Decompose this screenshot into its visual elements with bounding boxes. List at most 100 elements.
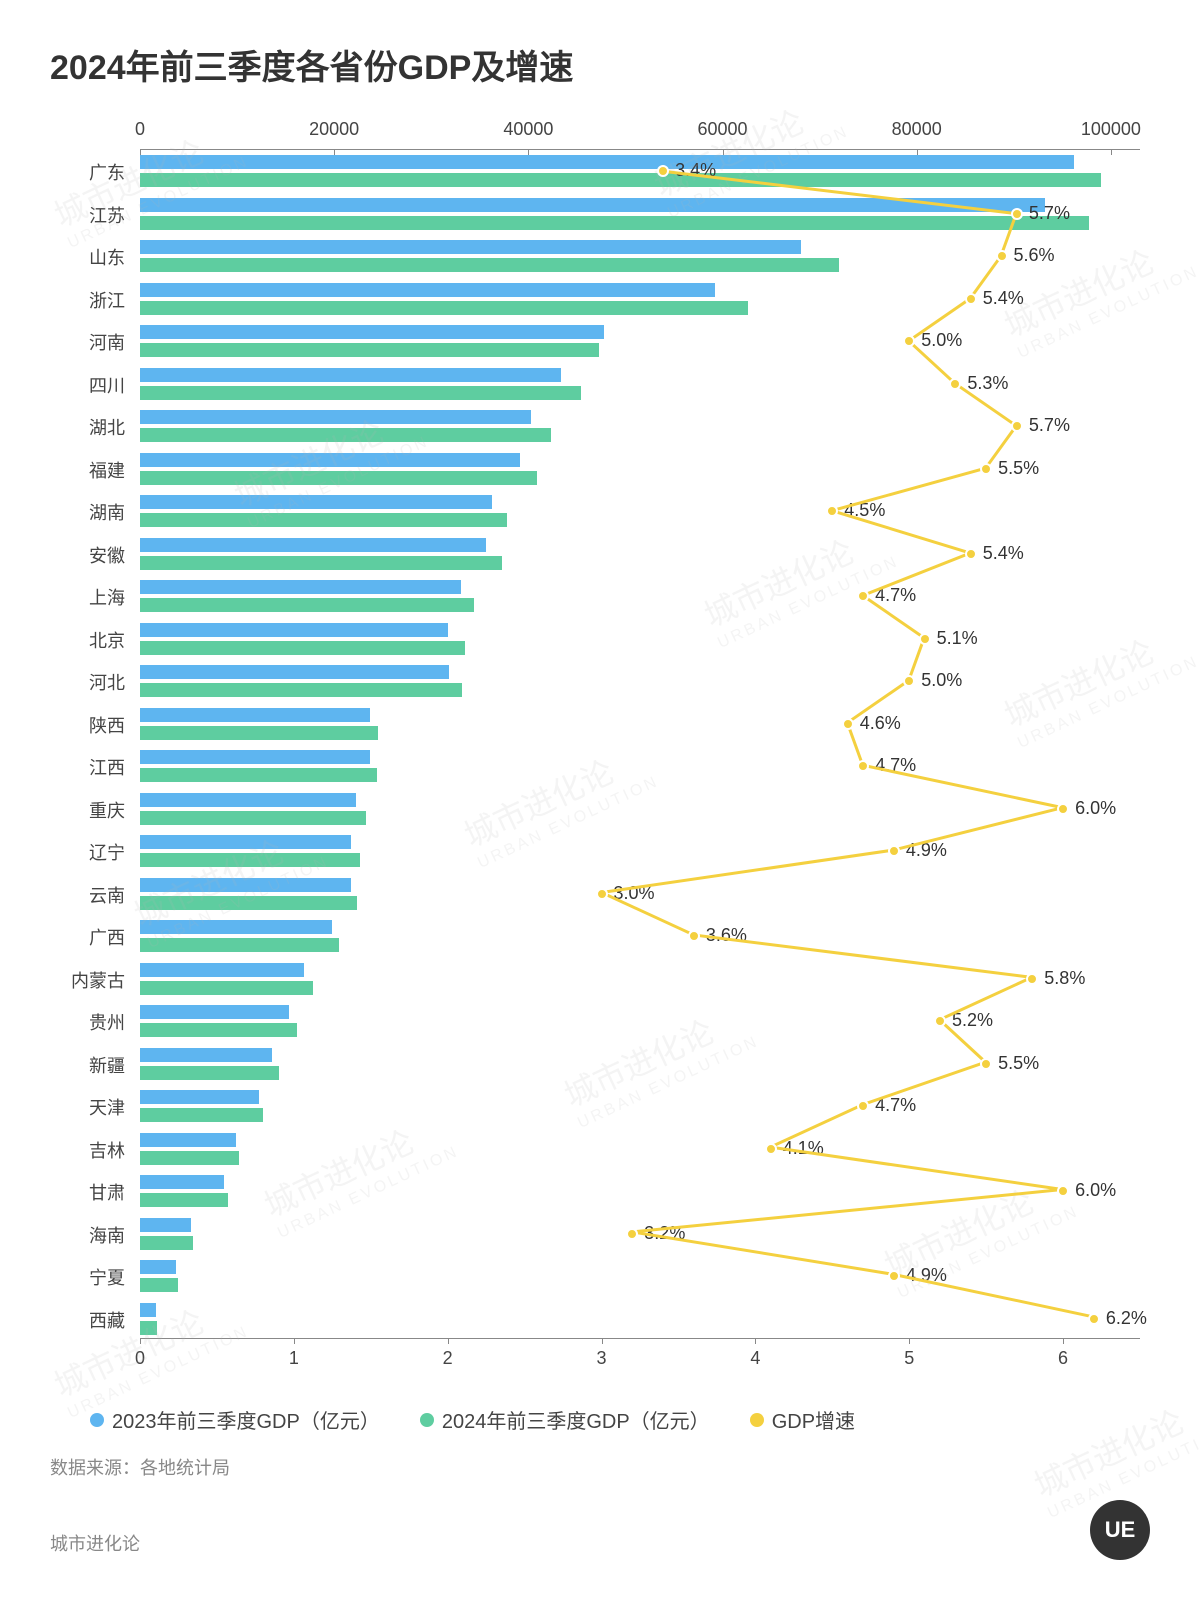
legend-swatch-growth: [750, 1413, 764, 1427]
bar-2023: [140, 495, 492, 509]
bar-2023: [140, 878, 351, 892]
growth-label: 5.2%: [952, 1010, 993, 1031]
bar-2024: [140, 1236, 193, 1250]
growth-marker: [903, 675, 915, 687]
bar-2024: [140, 811, 366, 825]
growth-polyline: [602, 171, 1093, 1317]
bar-2023: [140, 1090, 259, 1104]
province-label: 河北: [89, 669, 125, 695]
province-label: 内蒙古: [71, 967, 125, 993]
growth-marker: [857, 760, 869, 772]
bar-2023: [140, 963, 304, 977]
province-label: 福建: [89, 457, 125, 483]
growth-label: 4.9%: [906, 1265, 947, 1286]
growth-label: 5.5%: [998, 458, 1039, 479]
bar-2023: [140, 368, 561, 382]
growth-marker: [1011, 420, 1023, 432]
bar-2023: [140, 1175, 224, 1189]
bar-2024: [140, 301, 748, 315]
growth-marker: [842, 718, 854, 730]
legend-item-growth: GDP增速: [750, 1405, 855, 1434]
province-label: 湖北: [89, 414, 125, 440]
province-label: 湖南: [89, 499, 125, 525]
bar-2023: [140, 793, 356, 807]
growth-label: 6.0%: [1075, 1180, 1116, 1201]
top-x-axis: 020000400006000080000100000: [140, 119, 1140, 149]
growth-marker: [765, 1143, 777, 1155]
province-label: 江苏: [89, 202, 125, 228]
bar-2024: [140, 981, 313, 995]
growth-label: 3.4%: [675, 160, 716, 181]
growth-marker: [934, 1015, 946, 1027]
top-axis-tick-label: 60000: [697, 119, 747, 140]
growth-label: 6.2%: [1106, 1308, 1147, 1329]
growth-marker: [919, 633, 931, 645]
bar-2023: [140, 1048, 272, 1062]
bar-2024: [140, 938, 339, 952]
growth-label: 3.6%: [706, 925, 747, 946]
province-label: 广西: [89, 924, 125, 950]
province-label: 山东: [89, 244, 125, 270]
growth-marker: [596, 888, 608, 900]
province-label: 新疆: [89, 1052, 125, 1078]
bottom-axis-tick-label: 0: [135, 1348, 145, 1369]
province-label: 北京: [89, 627, 125, 653]
legend-swatch-2024: [420, 1413, 434, 1427]
bar-2024: [140, 598, 474, 612]
bar-2023: [140, 538, 486, 552]
province-label: 上海: [89, 584, 125, 610]
bottom-axis-tick-label: 5: [904, 1348, 914, 1369]
bar-2024: [140, 428, 551, 442]
bar-2023: [140, 410, 531, 424]
bar-2024: [140, 386, 581, 400]
province-label: 宁夏: [89, 1264, 125, 1290]
bar-2024: [140, 896, 357, 910]
growth-marker: [1057, 1185, 1069, 1197]
bottom-axis-tick-label: 6: [1058, 1348, 1068, 1369]
growth-label: 4.1%: [783, 1138, 824, 1159]
province-label: 海南: [89, 1222, 125, 1248]
brand-logo: UE: [1090, 1500, 1150, 1560]
bar-2023: [140, 623, 448, 637]
growth-label: 5.1%: [937, 628, 978, 649]
bar-2024: [140, 1193, 228, 1207]
province-label: 辽宁: [89, 839, 125, 865]
growth-label: 5.6%: [1014, 245, 1055, 266]
top-axis-tick-label: 40000: [503, 119, 553, 140]
bar-2023: [140, 580, 461, 594]
province-label: 广东: [89, 159, 125, 185]
growth-marker: [626, 1228, 638, 1240]
bar-2024: [140, 641, 465, 655]
chart-title: 2024年前三季度各省份GDP及增速: [50, 40, 1150, 89]
growth-marker: [888, 1270, 900, 1282]
province-label: 陕西: [89, 712, 125, 738]
bar-2024: [140, 556, 502, 570]
growth-marker: [857, 1100, 869, 1112]
bar-2023: [140, 240, 801, 254]
province-label: 甘肃: [89, 1179, 125, 1205]
growth-label: 4.6%: [860, 713, 901, 734]
province-label: 西藏: [89, 1307, 125, 1333]
bar-2023: [140, 920, 332, 934]
bar-2023: [140, 1303, 156, 1317]
province-label: 贵州: [89, 1009, 125, 1035]
growth-marker: [657, 165, 669, 177]
province-label: 安徽: [89, 542, 125, 568]
legend-item-2023: 2023年前三季度GDP（亿元）: [90, 1405, 380, 1434]
legend: 2023年前三季度GDP（亿元） 2024年前三季度GDP（亿元） GDP增速: [50, 1405, 1150, 1434]
growth-marker: [965, 548, 977, 560]
growth-marker: [857, 590, 869, 602]
legend-label-2024: 2024年前三季度GDP（亿元）: [442, 1405, 710, 1434]
growth-marker: [888, 845, 900, 857]
bottom-axis-tick-label: 3: [597, 1348, 607, 1369]
bar-2023: [140, 155, 1074, 169]
growth-marker: [965, 293, 977, 305]
province-label: 江西: [89, 754, 125, 780]
bar-2024: [140, 1151, 239, 1165]
plot-area: 广东3.4%江苏5.7%山东5.6%浙江5.4%河南5.0%四川5.3%湖北5.…: [140, 149, 1140, 1339]
bar-2024: [140, 1066, 279, 1080]
growth-label: 4.5%: [844, 500, 885, 521]
bar-2023: [140, 198, 1045, 212]
bottom-axis-tick-label: 1: [289, 1348, 299, 1369]
legend-item-2024: 2024年前三季度GDP（亿元）: [420, 1405, 710, 1434]
